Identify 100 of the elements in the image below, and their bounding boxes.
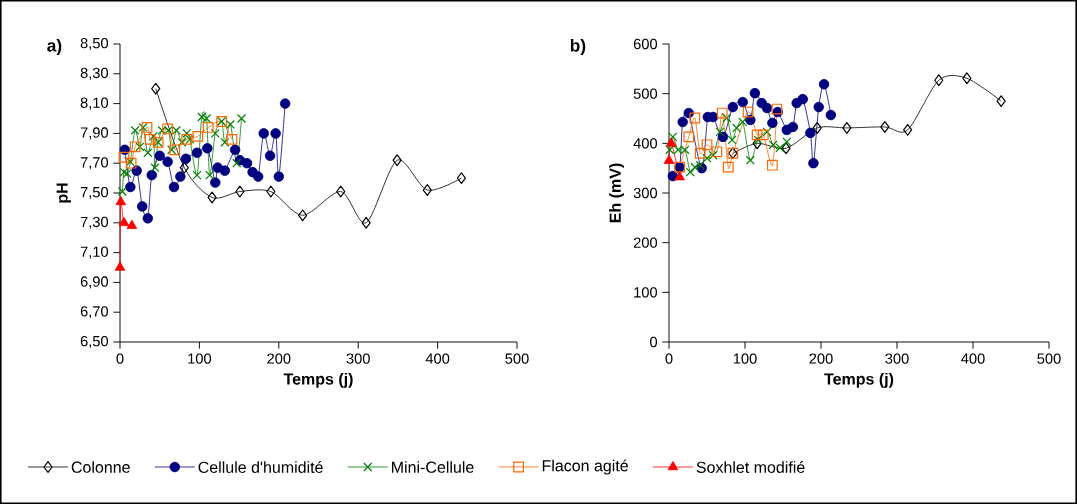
point (732, 123, 742, 133)
point (677, 116, 688, 128)
point (229, 144, 241, 155)
x-tick-label: 200 (267, 353, 291, 364)
y-tick-label: 8,50 (80, 37, 109, 51)
point (695, 160, 705, 170)
point (727, 135, 737, 145)
point (674, 171, 685, 181)
point (235, 185, 245, 198)
point (689, 112, 701, 124)
x-tick-label: 0 (116, 353, 124, 364)
point (392, 154, 402, 167)
y-tick-label: 100 (634, 287, 658, 298)
point (115, 195, 127, 206)
point (745, 155, 755, 165)
point (722, 113, 732, 123)
point (711, 146, 723, 158)
point (220, 137, 230, 147)
point (144, 133, 156, 145)
y-tick-label: 0 (650, 336, 658, 348)
point (361, 216, 371, 229)
point (749, 87, 761, 99)
point (232, 158, 242, 168)
point (142, 213, 153, 224)
point (205, 170, 215, 180)
point (207, 191, 217, 204)
point (169, 144, 181, 156)
point (812, 122, 822, 134)
x-axis-title: Temps (j) (283, 372, 353, 388)
point (701, 139, 713, 151)
point (702, 153, 712, 163)
point (143, 148, 153, 158)
point (668, 132, 678, 142)
point (787, 121, 799, 133)
point (727, 101, 739, 113)
legend-label: Cellule d'humidité (198, 461, 323, 473)
y-tick-label: 7,30 (80, 216, 109, 229)
point (663, 154, 675, 164)
point (813, 101, 824, 113)
y-tick-label: 7,10 (80, 246, 109, 259)
y-axis-title: pH (56, 183, 71, 203)
point (117, 186, 127, 197)
y-tick-label: 8,10 (80, 97, 109, 110)
legend-label: Mini-Cellule (392, 461, 474, 473)
point (118, 216, 130, 226)
point (202, 122, 214, 133)
point (767, 117, 778, 129)
point (782, 137, 792, 147)
point (219, 165, 231, 176)
point (168, 181, 180, 193)
point (191, 147, 203, 158)
point (962, 72, 972, 85)
point (118, 151, 130, 163)
y-tick-label: 7,50 (80, 186, 109, 200)
point (236, 113, 247, 124)
point (179, 161, 189, 174)
point (270, 128, 281, 139)
y-tick-label: 500 (633, 88, 658, 99)
point (167, 145, 177, 155)
legend-label: Soxhlet modifié (696, 461, 805, 473)
point (666, 137, 677, 147)
point (715, 127, 725, 137)
point (273, 171, 284, 182)
point (716, 107, 728, 119)
point (298, 209, 308, 222)
chart-title: b) (570, 38, 586, 56)
x-tick-label: 500 (1037, 353, 1061, 364)
point (252, 171, 264, 182)
point (258, 128, 269, 139)
point (125, 181, 136, 193)
point (842, 122, 852, 134)
y-tick-label: 300 (633, 187, 658, 199)
point (757, 129, 769, 141)
x-tick-label: 300 (346, 353, 370, 364)
point (683, 131, 695, 143)
point (708, 150, 718, 160)
point (181, 133, 193, 145)
point (456, 172, 467, 185)
y-tick-label: 200 (633, 237, 658, 248)
x-tick-label: 300 (885, 353, 909, 364)
point (266, 185, 276, 198)
y-tick-label: 6,70 (80, 306, 109, 319)
point (336, 185, 346, 198)
point (148, 131, 158, 141)
x-tick-label: 100 (733, 353, 757, 364)
point (146, 169, 157, 181)
point (805, 127, 816, 139)
point (818, 79, 830, 90)
point (808, 158, 819, 169)
point (182, 128, 192, 138)
point (751, 129, 763, 141)
point (797, 93, 808, 105)
point (126, 219, 138, 229)
point (934, 74, 944, 87)
point (781, 142, 791, 155)
point (753, 135, 763, 145)
point (825, 109, 837, 121)
point (180, 153, 192, 164)
point (210, 128, 220, 138)
point (766, 159, 778, 171)
